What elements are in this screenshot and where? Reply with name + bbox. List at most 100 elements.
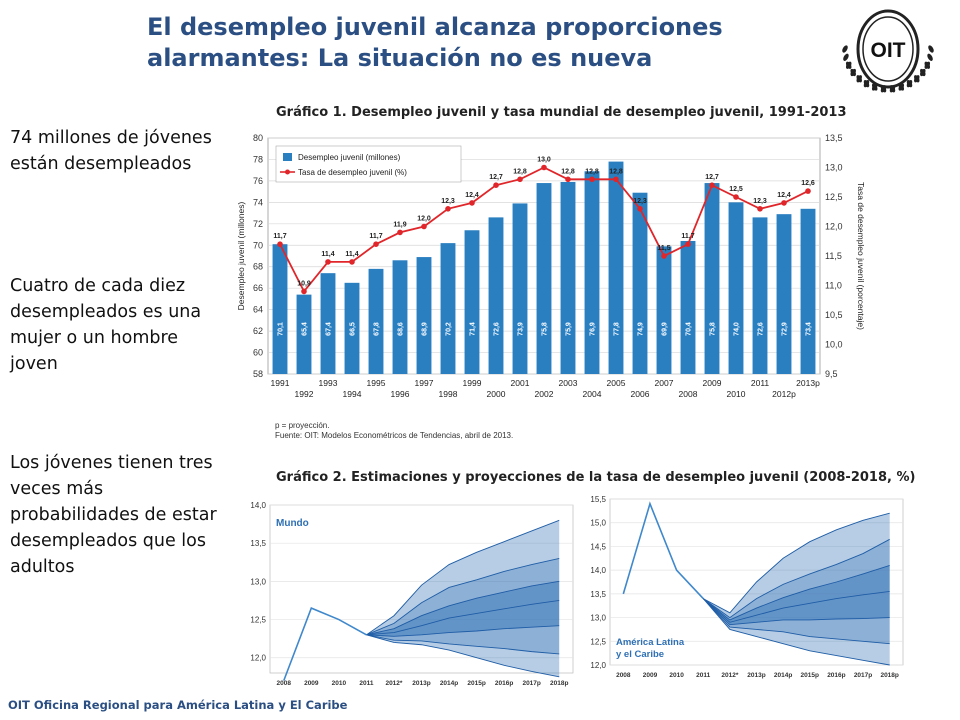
chart1-x-tick: 1992 bbox=[295, 389, 314, 399]
chart1-rate-point bbox=[661, 253, 667, 259]
chart3-x-tick: 2017p bbox=[854, 672, 872, 679]
chart1-bar bbox=[776, 214, 792, 374]
chart1-bar-label: 69,9 bbox=[662, 322, 669, 336]
chart1-bar bbox=[728, 202, 744, 374]
chart1-x-tick: 2011 bbox=[751, 378, 770, 388]
chart2-x-tick: 2012* bbox=[385, 680, 402, 687]
chart1-bar-label: 66,5 bbox=[350, 322, 357, 336]
chart2-x-tick: 2014p bbox=[440, 680, 458, 687]
chart1-y-tick: 72 bbox=[253, 219, 263, 229]
chart2-y-tick: 13,0 bbox=[250, 577, 266, 586]
chart3-fan-band bbox=[703, 598, 890, 665]
chart1-x-tick: 1995 bbox=[367, 378, 386, 388]
chart1-bar bbox=[464, 230, 480, 374]
laurel-leaf bbox=[906, 80, 913, 88]
chart1-bar bbox=[536, 183, 552, 374]
chart2-fan-line bbox=[366, 519, 560, 636]
chart1-y-tick: 62 bbox=[253, 326, 263, 336]
chart1-rate-point bbox=[757, 206, 763, 212]
chart1-bar-label: 76,9 bbox=[590, 322, 597, 336]
chart1-rate-label: 12,8 bbox=[585, 168, 599, 175]
chart1-bar-label: 67,8 bbox=[374, 322, 381, 336]
chart1-rate-label: 11,4 bbox=[321, 251, 334, 258]
chart1-rate-label: 13,0 bbox=[537, 157, 551, 164]
chart3-x-tick: 2011 bbox=[696, 672, 710, 679]
laurel-leaf bbox=[880, 85, 887, 93]
chart1-rate-point bbox=[493, 182, 499, 188]
chart1-x-tick: 2008 bbox=[679, 389, 698, 399]
chart1-bar bbox=[512, 203, 528, 374]
chart1-rate-label: 11,5 bbox=[657, 245, 670, 252]
chart1-bar bbox=[560, 181, 576, 374]
chart3-panel-label-line1: América Latina bbox=[616, 637, 685, 648]
chart2-panel-label: Mundo bbox=[276, 518, 309, 529]
chart3-x-tick: 2009 bbox=[643, 672, 658, 679]
laurel-leaf bbox=[928, 45, 934, 53]
laurel-leaf bbox=[863, 80, 870, 88]
chart3-y-tick: 13,5 bbox=[590, 590, 606, 599]
chart1-x-tick: 1998 bbox=[439, 389, 458, 399]
chart1-bar-label: 72,6 bbox=[758, 322, 765, 336]
chart1-rate-label: 12,8 bbox=[561, 168, 575, 175]
chart1-bar bbox=[344, 282, 360, 374]
chart3-y-tick: 15,0 bbox=[590, 519, 606, 528]
chart1-rate-label: 12,7 bbox=[705, 174, 719, 181]
chart1-x-tick: 1999 bbox=[463, 378, 482, 388]
chart1-rate-point bbox=[301, 288, 307, 295]
laurel-leaf bbox=[871, 83, 878, 91]
chart1-bar-label: 72,9 bbox=[782, 322, 789, 336]
gear-icon bbox=[856, 9, 920, 89]
chart1-x-tick: 2005 bbox=[607, 378, 626, 388]
chart1-y2-tick: 12,0 bbox=[825, 222, 843, 232]
chart1-bar-label: 70,1 bbox=[278, 322, 285, 336]
chart1-notes: p = proyección. Fuente: OIT: Modelos Eco… bbox=[275, 421, 513, 441]
chart2-fan-line bbox=[366, 600, 560, 636]
chart2-fan-line bbox=[366, 580, 560, 636]
chart1-bar bbox=[632, 192, 648, 374]
chart3-y-tick: 12,0 bbox=[590, 661, 606, 670]
chart1-rate-point bbox=[709, 182, 715, 188]
chart2-y-tick: 12,5 bbox=[250, 616, 266, 625]
chart1-x-tick: 2009 bbox=[703, 378, 722, 388]
chart1-bar-label: 73,9 bbox=[518, 322, 525, 336]
chart2-y-tick: 13,5 bbox=[250, 539, 266, 548]
chart1-x-tick: 2000 bbox=[487, 389, 506, 399]
chart3-fan-line bbox=[702, 538, 890, 619]
chart1-rate-point bbox=[685, 241, 691, 247]
chart1-y2-tick: 10,0 bbox=[825, 340, 843, 350]
chart1-rate-label: 12,8 bbox=[609, 168, 623, 175]
chart1-rate-point bbox=[541, 164, 547, 171]
chart3-fan-band bbox=[703, 565, 890, 623]
chart1-rate-point bbox=[781, 200, 787, 206]
chart1-rate-label: 12,3 bbox=[633, 198, 647, 205]
laurel-leaf bbox=[845, 61, 852, 69]
chart2-fan-band bbox=[366, 634, 560, 677]
chart1-x-tick: 2012p bbox=[772, 389, 796, 399]
chart1-rate-point bbox=[277, 241, 283, 247]
chart1-rate-label: 12,6 bbox=[801, 180, 815, 187]
chart1-x-tick: 1991 bbox=[271, 378, 290, 388]
chart3-fan-line bbox=[702, 598, 890, 666]
chart1-y-tick: 68 bbox=[253, 262, 263, 272]
laurel-leaf bbox=[914, 75, 920, 83]
chart2-mundo: 12,0 12,5 13,0 13,5 14,0 2008 2009 2010 2011 2012… bbox=[250, 501, 574, 687]
chart1-y2-tick: 10,5 bbox=[825, 310, 843, 320]
chart1-y-tick: 60 bbox=[253, 348, 263, 358]
chart1-rate-label: 12,4 bbox=[777, 192, 791, 199]
chart1-rate-point bbox=[613, 176, 619, 183]
chart1-legend-line-label: Tasa de desempleo juvenil (%) bbox=[298, 168, 407, 177]
chart3-america-latina: 12,0 12,5 13,0 13,5 14,0 14,5 15,0 15,5 2008 2009… bbox=[590, 495, 904, 679]
chart1-rate-point bbox=[445, 206, 451, 212]
chart2-x-tick: 2010 bbox=[332, 680, 347, 687]
chart1-bar-label: 75,8 bbox=[710, 322, 717, 336]
chart1-bar-label: 68,6 bbox=[398, 322, 405, 336]
chart1-rate-point bbox=[589, 176, 595, 183]
chart3-fan-line bbox=[703, 512, 890, 614]
chart3-x-tick: 2018p bbox=[880, 672, 898, 679]
laurel-leaf bbox=[856, 75, 862, 83]
chart1-rate-label: 11,7 bbox=[273, 233, 286, 240]
chart1-y2-tick: 13,5 bbox=[825, 133, 843, 143]
chart1-legend-bar-swatch bbox=[283, 153, 292, 161]
chart1-rate-label: 12,3 bbox=[753, 198, 767, 205]
side-text-3: Los jóvenes tienen tres veces más probab… bbox=[10, 453, 217, 577]
